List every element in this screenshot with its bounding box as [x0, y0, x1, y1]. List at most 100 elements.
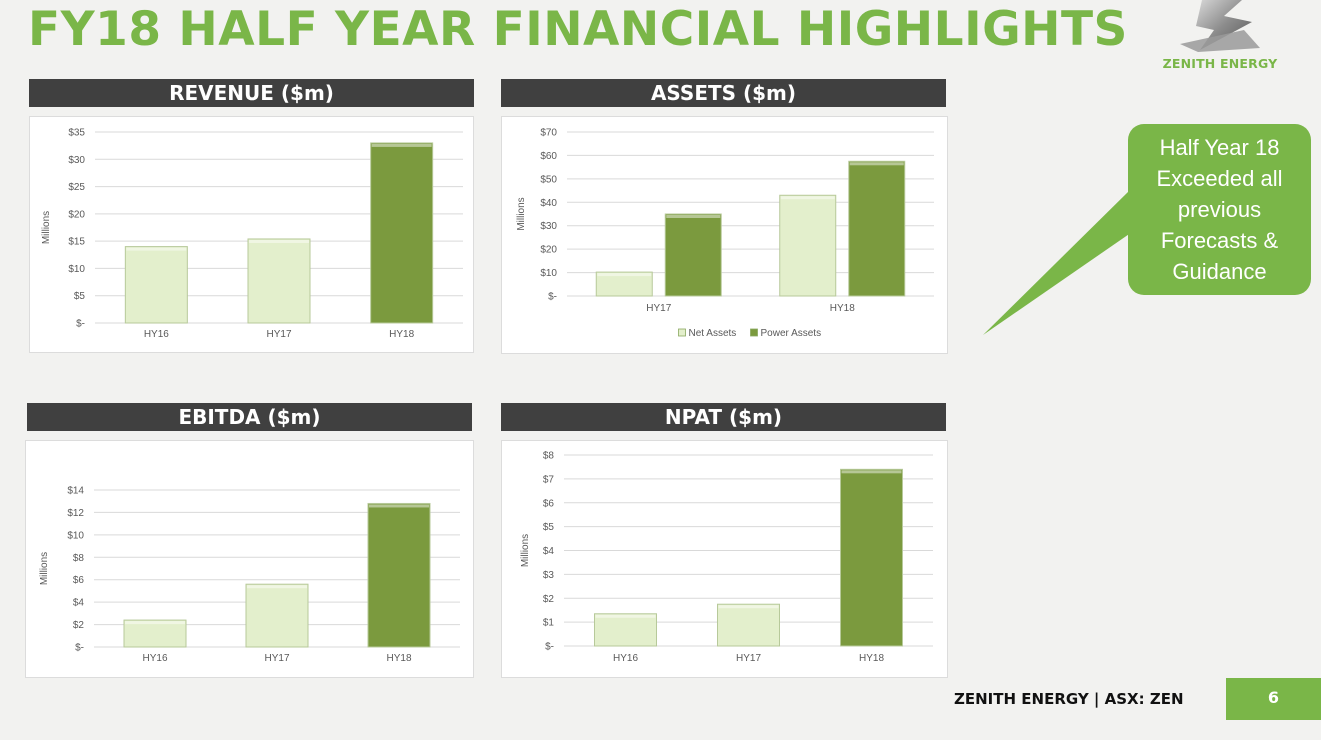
bar-power-assets-highlight: [849, 162, 904, 166]
bar-net-assets-highlight: [597, 273, 652, 277]
ebitda-header: EBITDA ($m): [27, 403, 472, 431]
revenue-chart: $- $5 $10 $15 $20 $25 $30 $35 Millions HY16 HY17 HY…: [29, 116, 474, 353]
x-tick-label: HY17: [266, 329, 291, 340]
y-tick-label: $2: [73, 620, 85, 631]
npat-chart: $- $1 $2 $3 $4 $5 $6 $7 $8 Millions HY16 HY17 HY18: [501, 440, 948, 678]
bar: [124, 246, 188, 324]
y-tick-label: $3: [543, 570, 555, 581]
bar-power-assets-highlight: [666, 215, 721, 218]
bar-highlight: [371, 143, 432, 147]
brand-name: ZENITH ENERGY: [1162, 56, 1278, 71]
assets-chart-svg: $- $10 $20 $30 $40 $50 $60 $70 Millions HY17 HY18 N…: [516, 128, 934, 339]
callout-line: Guidance: [1172, 259, 1267, 284]
bar-power-assets: [848, 160, 906, 297]
y-tick-label: $20: [540, 245, 557, 256]
x-tick-label: HY18: [389, 329, 414, 340]
y-tick-label: $30: [68, 155, 85, 166]
y-tick-label: $4: [543, 546, 555, 557]
y-tick-label: $5: [74, 291, 86, 302]
bar-highlight: [249, 239, 309, 243]
revenue-chart-svg: $- $5 $10 $15 $20 $25 $30 $35 Millions HY16 HY17 HY…: [41, 128, 463, 340]
y-tick-label: $10: [540, 268, 557, 279]
page-title: FY18 HALF YEAR FINANCIAL HIGHLIGHTS: [28, 2, 1128, 57]
callout-box: Half Year 18 Exceeded all previous Forec…: [1128, 124, 1311, 295]
y-tick-label: $4: [73, 598, 85, 609]
bar-net-assets: [595, 271, 653, 297]
npat-header: NPAT ($m): [501, 403, 946, 431]
callout-line: previous: [1177, 197, 1262, 222]
y-tick-label: $15: [68, 237, 85, 248]
page-number: 6: [1226, 678, 1321, 720]
y-tick-label: $8: [73, 553, 85, 564]
x-tick-label: HY16: [142, 653, 167, 664]
callout-line: Half Year 18: [1159, 135, 1280, 160]
y-tick-label: $-: [545, 642, 554, 653]
callout-line: Exceeded all: [1156, 166, 1283, 191]
y-axis-title: Millions: [41, 211, 52, 244]
y-tick-label: $40: [540, 198, 557, 209]
assets-chart: $- $10 $20 $30 $40 $50 $60 $70 Millions HY17 HY18 N…: [501, 116, 948, 354]
y-tick-label: $20: [68, 209, 85, 220]
y-tick-label: $10: [67, 530, 84, 541]
y-tick-label: $-: [76, 319, 85, 330]
bar: [367, 502, 431, 648]
y-tick-label: $8: [543, 451, 555, 462]
x-tick-label: HY17: [264, 653, 289, 664]
x-tick-label: HY18: [386, 653, 411, 664]
legend-label: Power Assets: [761, 328, 822, 339]
y-tick-label: $14: [67, 486, 84, 497]
legend-swatch: [750, 328, 758, 337]
bar: [370, 142, 434, 324]
legend-swatch: [678, 328, 686, 337]
legend-label: Net Assets: [689, 328, 737, 339]
bar-highlight: [125, 621, 185, 625]
y-tick-label: $30: [540, 221, 557, 232]
x-tick-label: HY18: [830, 303, 855, 314]
y-tick-label: $7: [543, 474, 555, 485]
x-tick-label: HY17: [736, 653, 761, 664]
y-tick-label: $2: [543, 594, 555, 605]
y-tick-label: $35: [68, 128, 85, 139]
y-tick-label: $-: [548, 292, 557, 303]
x-tick-label: HY16: [144, 329, 169, 340]
bar: [245, 583, 309, 648]
y-tick-label: $6: [543, 498, 555, 509]
bar-net-assets-highlight: [780, 196, 835, 200]
bar: [123, 619, 187, 648]
bar: [247, 238, 311, 324]
y-axis-title: Millions: [516, 197, 527, 230]
bar-highlight: [247, 585, 307, 589]
bar-highlight: [595, 614, 656, 618]
callout-pointer: [983, 190, 1135, 335]
y-tick-label: $12: [67, 508, 84, 519]
bar-highlight: [718, 605, 779, 609]
y-axis-title: Millions: [39, 552, 50, 585]
revenue-header: REVENUE ($m): [29, 79, 474, 107]
zenith-logo-icon: [1180, 0, 1260, 52]
x-tick-label: HY18: [859, 653, 884, 664]
y-tick-label: $10: [68, 264, 85, 275]
y-tick-label: $50: [540, 174, 557, 185]
x-tick-label: HY16: [613, 653, 638, 664]
y-tick-label: $5: [543, 522, 555, 533]
y-tick-label: $6: [73, 575, 85, 586]
bar-highlight: [841, 470, 902, 474]
y-tick-label: $-: [75, 643, 84, 654]
y-tick-label: $1: [543, 618, 555, 629]
footer-text: ZENITH ENERGY | ASX: ZEN: [954, 690, 1184, 708]
assets-header: ASSETS ($m): [501, 79, 946, 107]
npat-chart-svg: $- $1 $2 $3 $4 $5 $6 $7 $8 Millions HY16 HY17 HY18: [520, 451, 933, 664]
bar-highlight: [369, 504, 429, 508]
x-tick-label: HY17: [646, 303, 671, 314]
bar: [594, 613, 657, 647]
y-tick-label: $60: [540, 151, 557, 162]
callout-line: Forecasts &: [1160, 228, 1279, 253]
bar-highlight: [126, 247, 187, 251]
bar-net-assets: [779, 194, 837, 297]
y-axis-title: Millions: [520, 534, 531, 567]
y-tick-label: $70: [540, 128, 557, 139]
y-tick-label: $25: [68, 182, 85, 193]
ebitda-chart: $- $2 $4 $6 $8 $10 $12 $14 Millions HY16 HY17 HY18: [25, 440, 474, 678]
ebitda-chart-svg: $- $2 $4 $6 $8 $10 $12 $14 Millions HY16 HY17 HY18: [39, 486, 460, 664]
bar: [840, 468, 903, 647]
